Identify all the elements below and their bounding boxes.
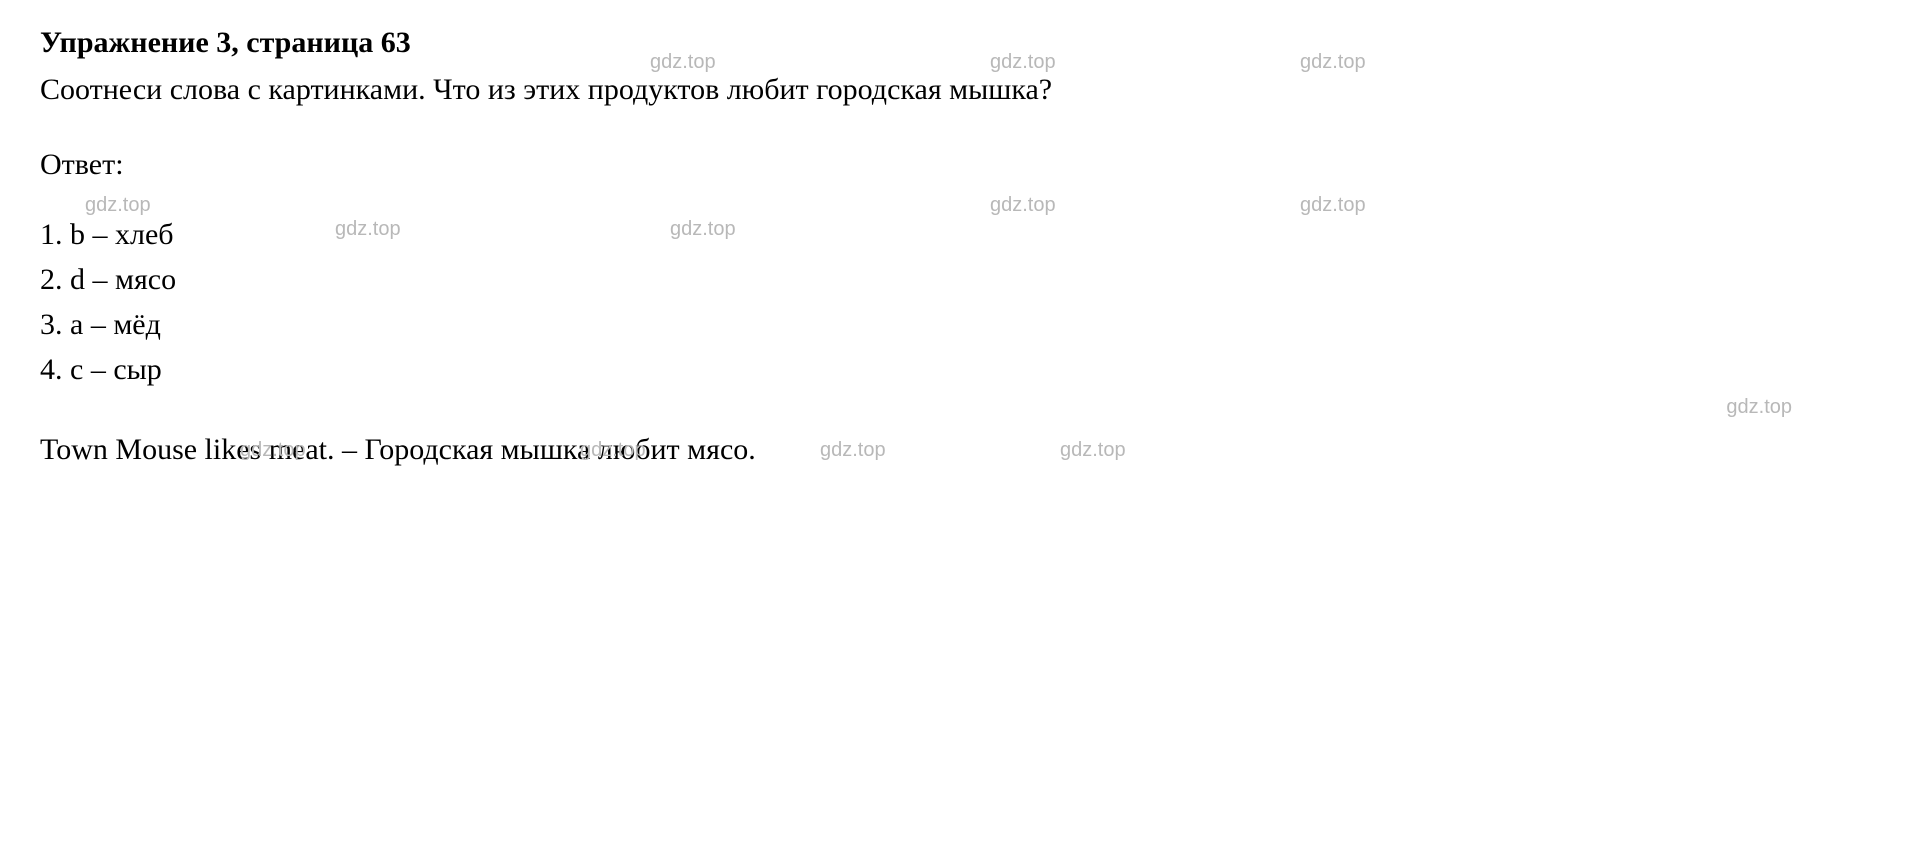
exercise-heading: Упражнение 3, страница 63 <box>40 20 1892 65</box>
answer-label: Ответ: <box>40 142 1892 187</box>
answer-item: 4. c – сыр <box>40 347 1892 392</box>
instruction-content: Соотнеси слова с картинками. Что из этих… <box>40 73 1052 106</box>
watermark: gdz.top <box>820 435 886 465</box>
watermark: gdz.top <box>1726 392 1792 422</box>
conclusion-text: gdz.top gdz.top gdz.top gdz.top gdz.top … <box>40 427 1892 472</box>
answer-item: 2. d – мясо <box>40 257 1892 302</box>
answer-list: gdz.top gdz.top gdz.top gdz.top gdz.top … <box>40 212 1892 392</box>
watermark: gdz.top <box>1060 435 1126 465</box>
conclusion-content: Town Mouse likes meat. – Городская мышка… <box>40 433 756 466</box>
answer-item: 1. b – хлеб <box>40 212 1892 257</box>
answer-item: 3. a – мёд <box>40 302 1892 347</box>
answer-label-text: Ответ: <box>40 148 124 181</box>
instruction-text: Соотнеси слова с картинками. Что из этих… <box>40 67 1892 112</box>
